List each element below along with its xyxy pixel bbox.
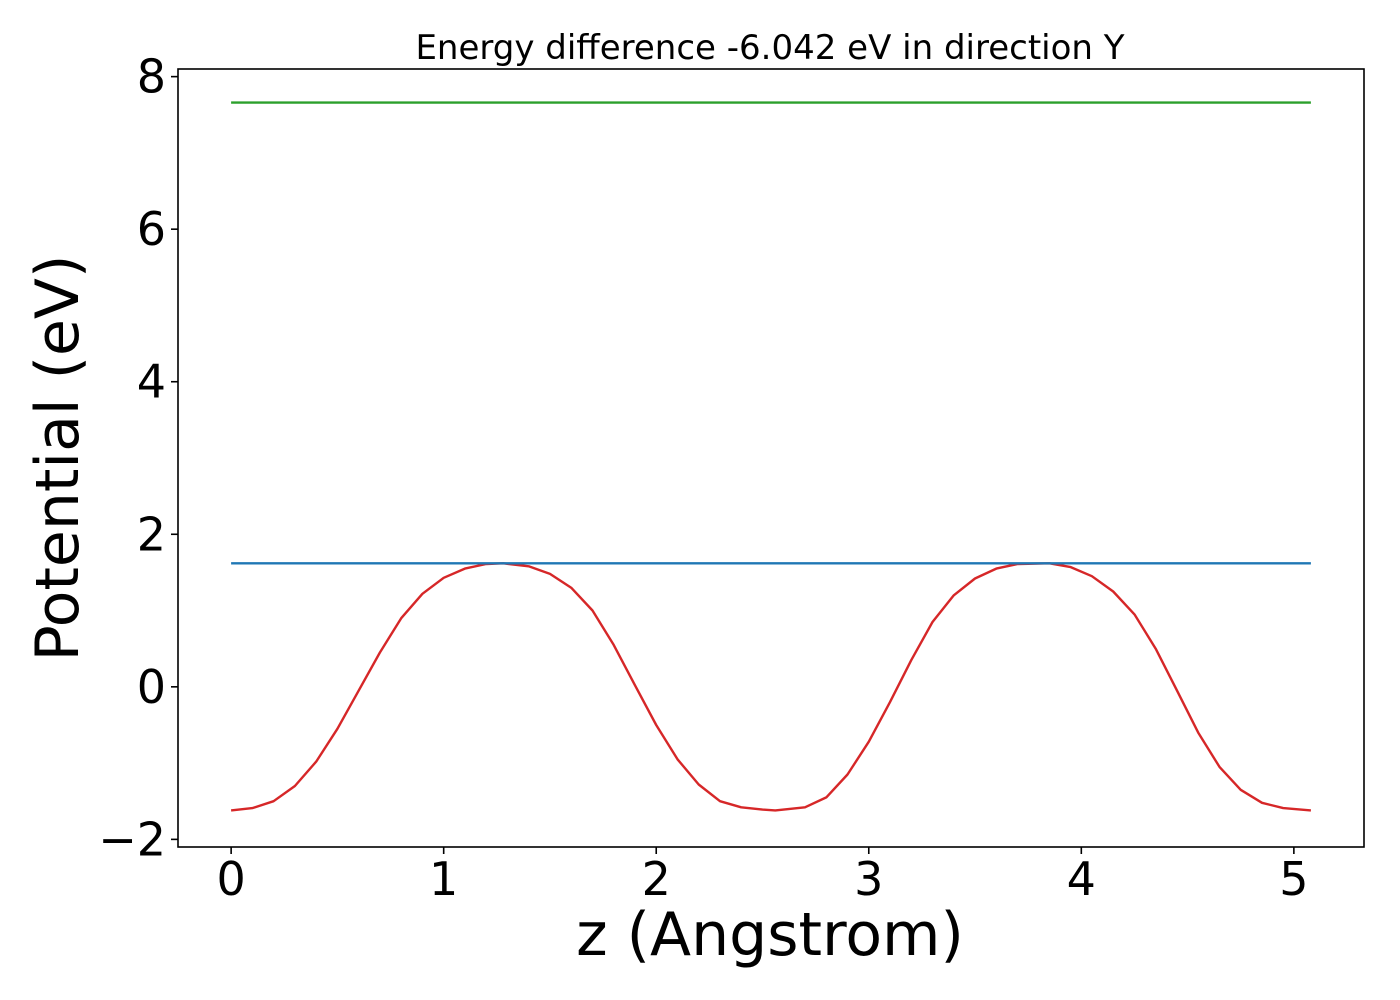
x-axis-label: z (Angstrom) — [576, 900, 964, 970]
x-tick-label: 0 — [216, 852, 245, 906]
x-axis: 0 1 2 3 4 5 — [216, 847, 1309, 906]
y-tick-label: 8 — [137, 50, 166, 104]
series-line-1 — [230, 562, 1311, 812]
plot-area-frame — [177, 68, 1365, 848]
y-axis-label: Potential (eV) — [23, 255, 93, 662]
y-tick-label: 2 — [137, 507, 166, 561]
x-tick-label: 2 — [642, 852, 671, 906]
x-tick-label: 1 — [429, 852, 458, 906]
x-tick-label: 4 — [1067, 852, 1096, 906]
y-tick-label: 6 — [137, 202, 166, 256]
y-tick-label: 0 — [137, 660, 166, 714]
y-tick-label: −2 — [98, 812, 166, 866]
y-tick-label: 4 — [137, 355, 166, 409]
x-tick-label: 5 — [1279, 852, 1308, 906]
chart-title: Energy difference -6.042 eV in direction… — [415, 28, 1124, 68]
series-layer — [230, 101, 1311, 812]
y-axis: −2 0 2 4 6 8 — [98, 50, 178, 866]
x-tick-label: 3 — [854, 852, 883, 906]
